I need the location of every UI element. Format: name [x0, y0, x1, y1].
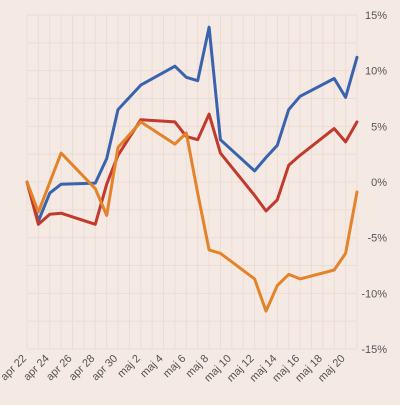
x-tick-label: apr 30	[90, 353, 121, 384]
x-tick-label: maj 2	[115, 353, 143, 381]
x-tick-label: maj 6	[161, 353, 189, 381]
x-tick-label: maj 4	[138, 353, 166, 381]
y-tick-label: 15%	[365, 10, 387, 22]
y-axis-ticks: 15% 10% 5% 0% -5% -10% -15%	[361, 10, 387, 356]
y-tick-label: 5%	[371, 121, 387, 133]
y-tick-label: 10%	[365, 66, 387, 78]
y-tick-label: -5%	[367, 233, 387, 245]
y-tick-label: -10%	[361, 288, 387, 300]
series-line-3	[25, 120, 359, 313]
series-line-2	[25, 112, 359, 226]
y-tick-label: 0%	[371, 177, 387, 189]
series-lines	[25, 25, 359, 313]
series-line-1	[25, 25, 359, 223]
grid	[26, 14, 358, 350]
y-tick-label: -15%	[361, 344, 387, 356]
